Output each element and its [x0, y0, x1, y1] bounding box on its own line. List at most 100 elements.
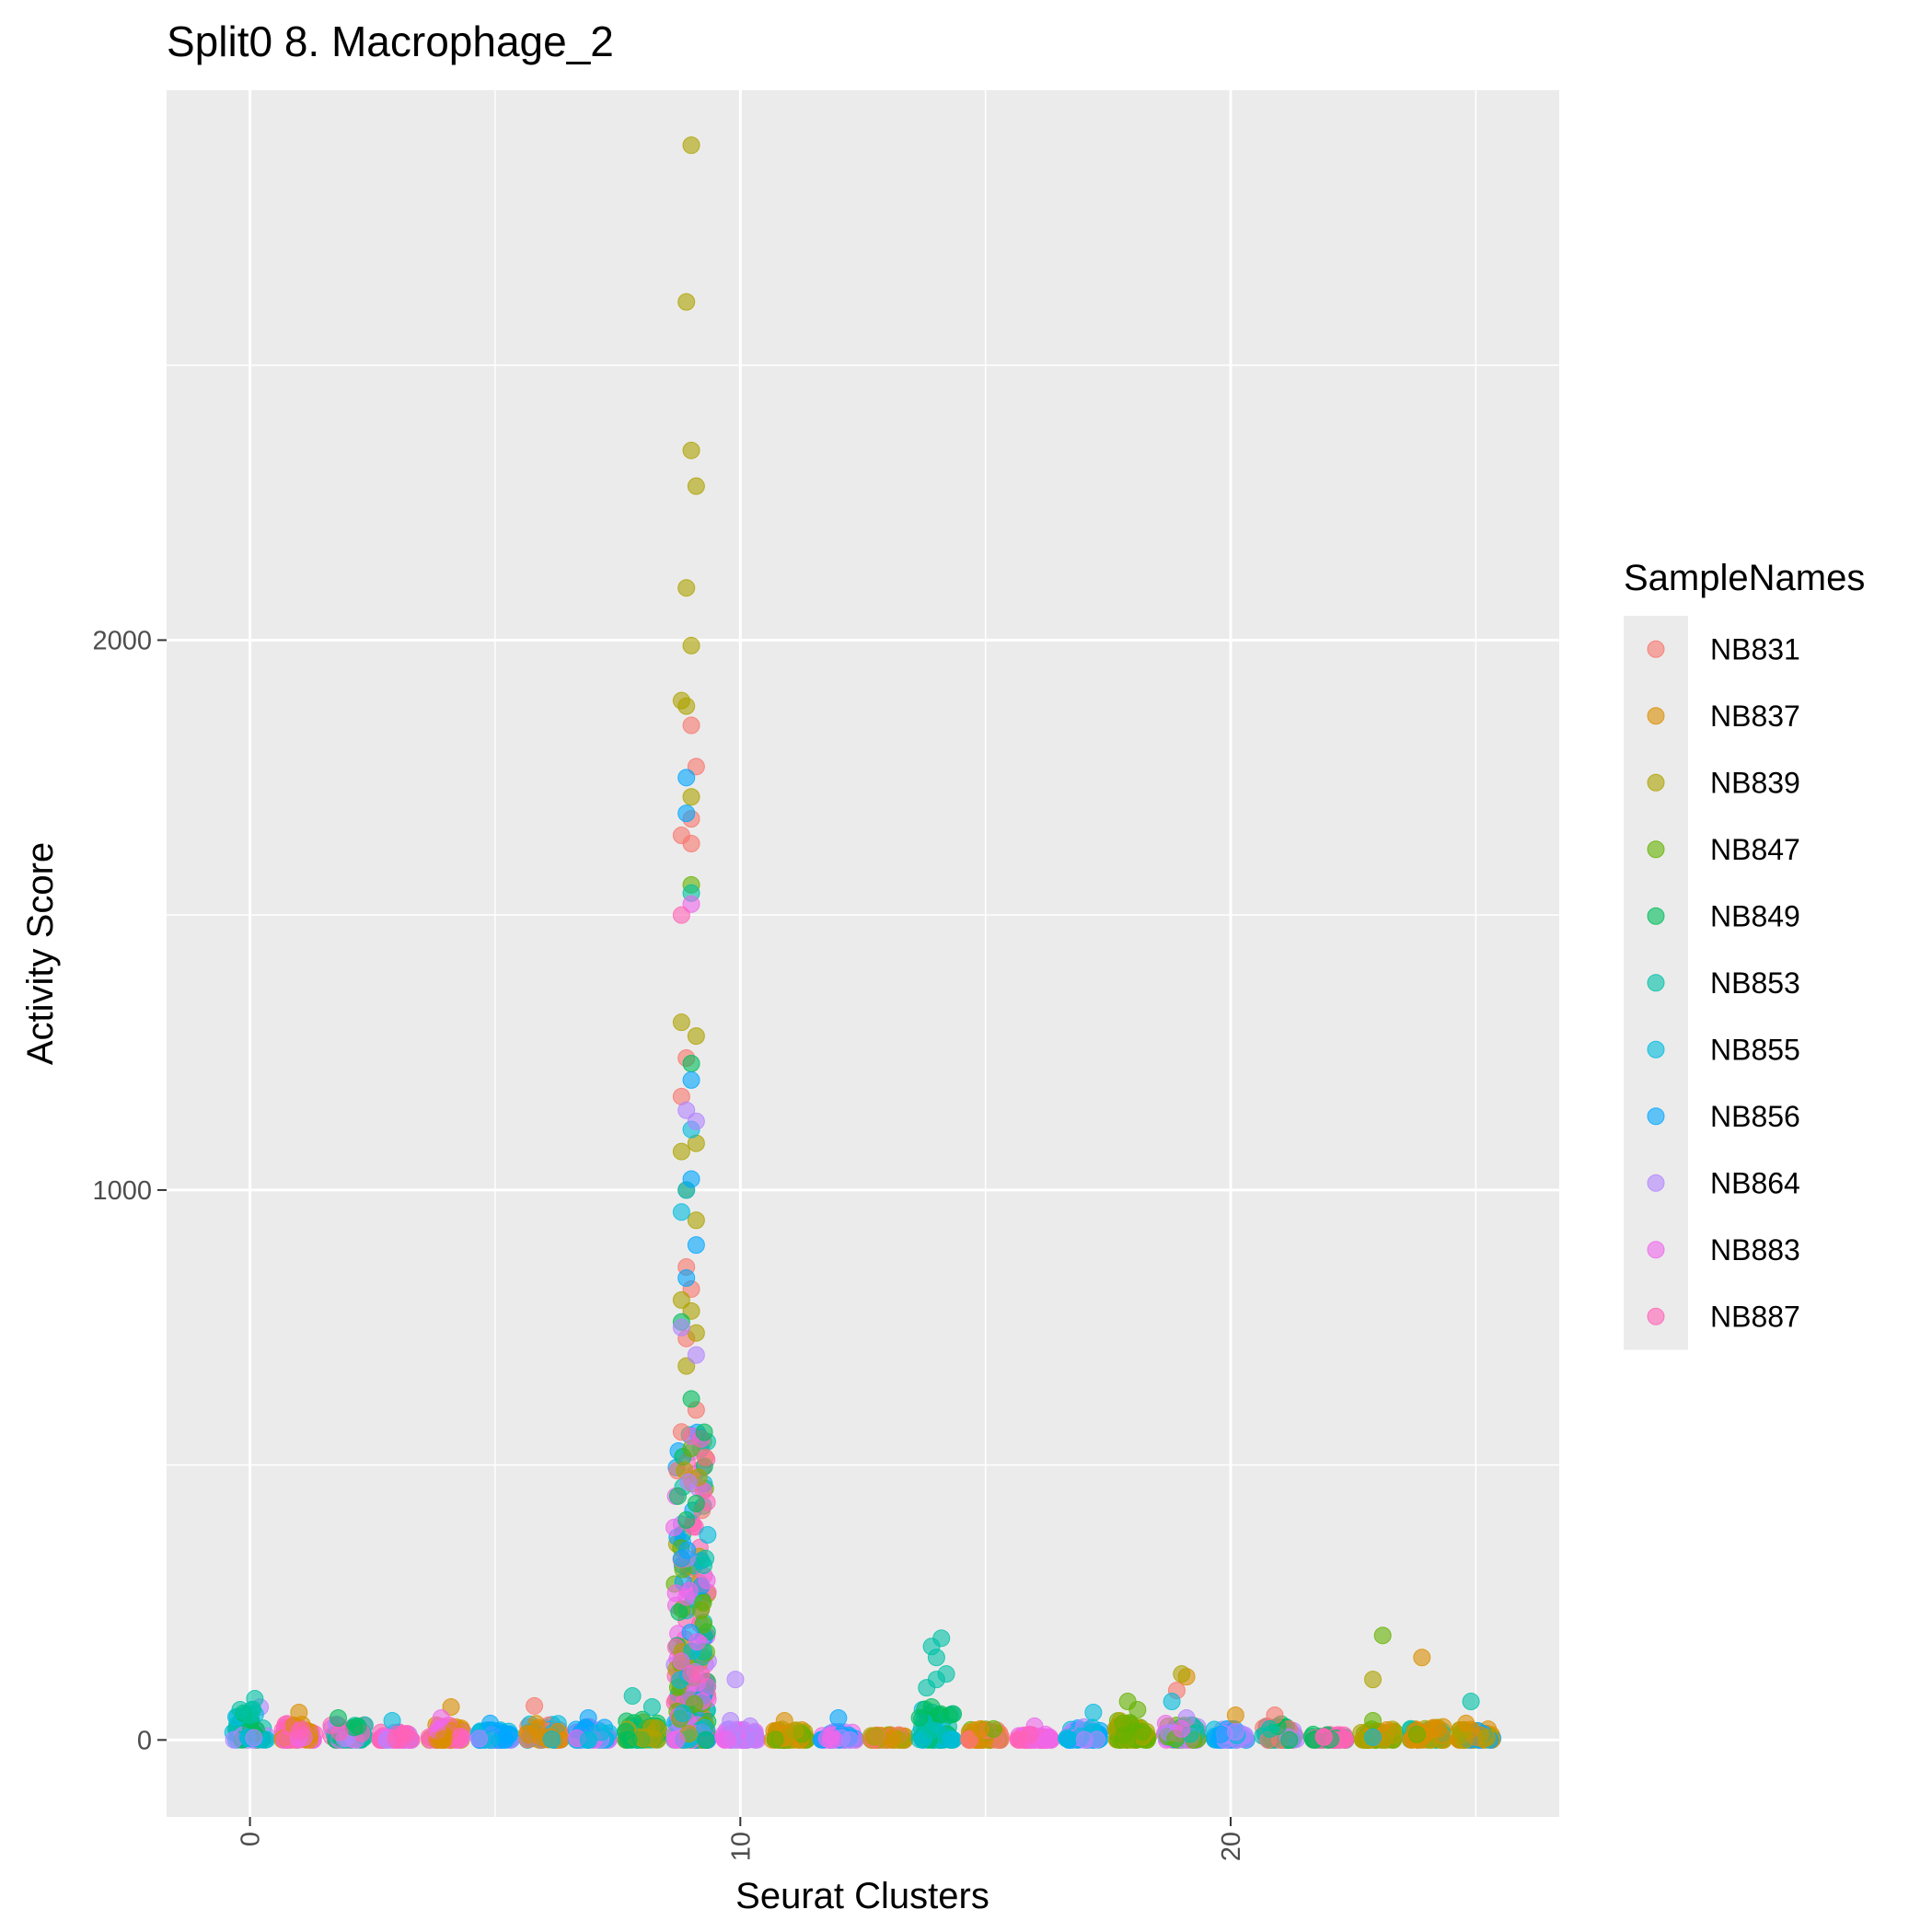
legend-label: NB839 — [1710, 766, 1800, 799]
data-point — [687, 1346, 705, 1364]
data-point — [1477, 1729, 1496, 1747]
data-point — [1373, 1626, 1392, 1645]
legend-label: NB855 — [1710, 1033, 1800, 1066]
data-point — [1261, 1719, 1279, 1738]
data-point — [971, 1719, 989, 1738]
data-point — [687, 1112, 705, 1130]
data-point — [388, 1725, 406, 1743]
data-point — [682, 835, 700, 853]
data-point — [1364, 1671, 1382, 1689]
data-point — [922, 1698, 941, 1717]
data-point — [481, 1714, 500, 1732]
data-point — [699, 1526, 717, 1544]
legend-label: NB887 — [1710, 1300, 1800, 1333]
data-point — [672, 1142, 690, 1161]
data-point — [290, 1722, 308, 1741]
data-point — [687, 1027, 705, 1046]
data-point — [1163, 1693, 1181, 1711]
data-point — [687, 1211, 705, 1230]
data-point — [918, 1679, 936, 1697]
data-point — [866, 1727, 885, 1745]
data-point — [672, 1203, 690, 1221]
y-tick-label: 2000 — [92, 626, 152, 655]
data-point — [718, 1730, 736, 1749]
legend-key — [1647, 907, 1665, 925]
data-point — [682, 716, 700, 735]
plot-panel — [167, 90, 1559, 1817]
data-point — [677, 1357, 696, 1375]
legend-label: NB864 — [1710, 1166, 1800, 1199]
data-point — [682, 1054, 700, 1072]
data-point — [687, 1236, 705, 1255]
data-point — [682, 441, 700, 459]
data-point — [442, 1698, 460, 1717]
minor-gridlines — [167, 90, 1559, 1817]
data-point — [682, 1070, 700, 1089]
y-axis-title: Activity Score — [20, 842, 61, 1065]
data-point — [677, 579, 696, 597]
data-point — [1314, 1728, 1333, 1746]
data-point — [685, 1695, 703, 1713]
data-point — [829, 1708, 848, 1727]
data-point — [696, 1448, 714, 1466]
legend-key — [1647, 773, 1665, 792]
data-point — [677, 697, 696, 715]
data-point — [1462, 1693, 1480, 1711]
data-point — [449, 1730, 468, 1749]
data-point — [1226, 1706, 1244, 1724]
data-point — [822, 1727, 840, 1745]
data-point — [672, 1290, 690, 1309]
legend-key — [1647, 1040, 1665, 1059]
data-point — [1173, 1719, 1191, 1738]
data-point — [677, 1510, 696, 1529]
data-point — [741, 1717, 759, 1735]
x-tick-label: 20 — [1217, 1832, 1246, 1861]
legend-label: NB883 — [1710, 1233, 1800, 1267]
data-point — [677, 1101, 696, 1119]
data-point — [687, 477, 705, 495]
data-point — [634, 1730, 653, 1748]
legend-key — [1647, 1107, 1665, 1126]
data-point — [1364, 1728, 1382, 1746]
legend-label: NB849 — [1710, 899, 1800, 932]
data-point — [579, 1708, 597, 1727]
data-point — [682, 136, 700, 155]
data-point — [1364, 1711, 1382, 1730]
data-point — [672, 1652, 690, 1671]
legend-key — [1647, 1241, 1665, 1259]
data-point — [674, 1704, 692, 1722]
data-point — [592, 1723, 610, 1741]
data-point — [1385, 1726, 1404, 1744]
data-point — [668, 1487, 687, 1505]
data-point — [960, 1730, 978, 1748]
data-point — [682, 788, 700, 806]
data-point — [241, 1706, 260, 1724]
data-point — [682, 1170, 700, 1188]
legend-label: NB831 — [1710, 632, 1800, 665]
data-point — [623, 1687, 642, 1706]
data-point — [910, 1708, 929, 1727]
data-point — [695, 1556, 713, 1575]
data-point — [944, 1730, 963, 1749]
data-point — [682, 1301, 700, 1320]
data-point — [527, 1720, 546, 1739]
legend: SampleNames NB831 NB837 NB839 NB847 NB849 NB85… — [1624, 558, 1865, 1350]
data-point — [470, 1730, 489, 1748]
data-point — [677, 769, 696, 787]
data-point — [682, 1665, 700, 1683]
data-point — [1058, 1730, 1076, 1748]
data-point — [672, 906, 690, 924]
data-point — [1114, 1714, 1132, 1732]
data-point — [526, 1696, 544, 1715]
legend-key — [1647, 707, 1665, 725]
data-point — [1413, 1649, 1431, 1667]
data-point — [672, 1318, 690, 1336]
legend-key — [1647, 640, 1665, 658]
data-point — [841, 1730, 860, 1749]
data-point — [677, 1588, 696, 1606]
data-point — [434, 1730, 453, 1748]
data-point — [687, 1494, 705, 1512]
data-point — [329, 1708, 347, 1727]
legend-key — [1647, 1307, 1665, 1325]
